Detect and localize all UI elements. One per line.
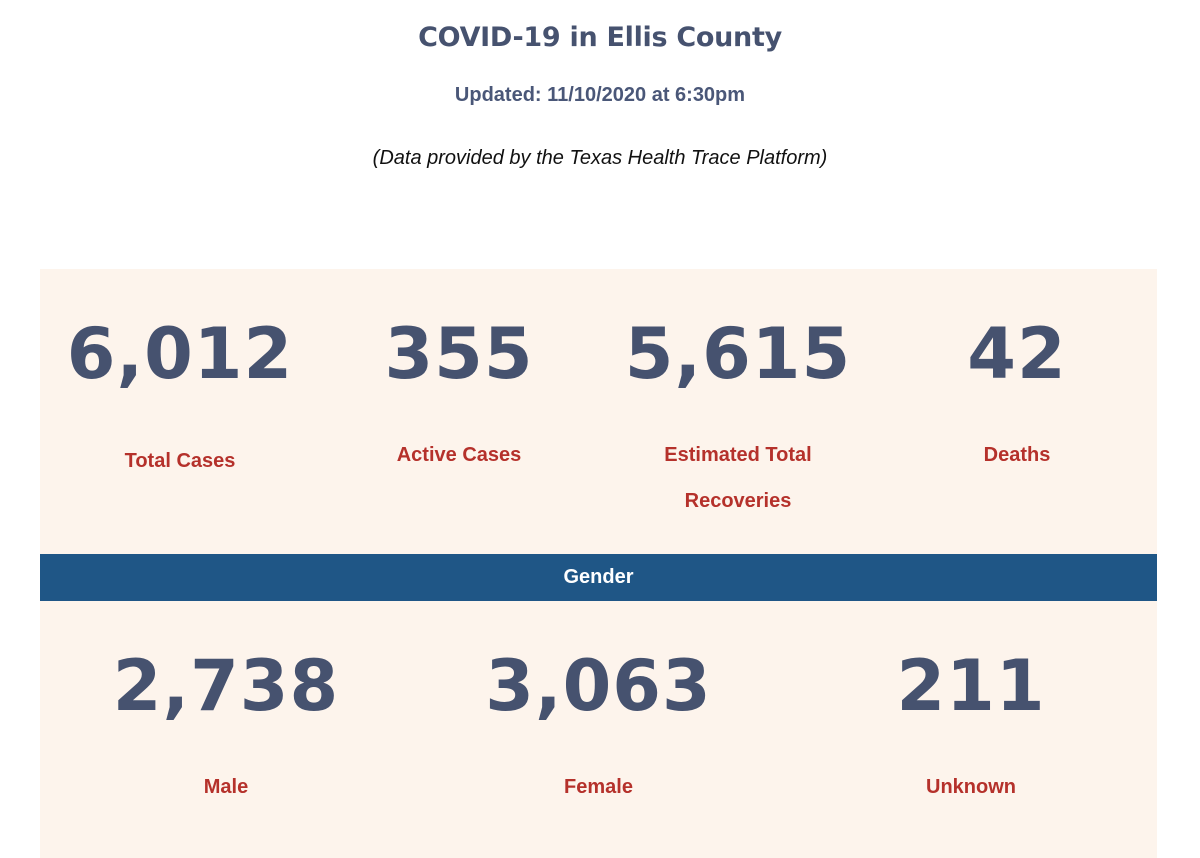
stat-active-cases: 355 Active Cases: [319, 269, 599, 554]
gender-heading-bar: Gender: [40, 554, 1157, 601]
male-label: Male: [203, 776, 249, 798]
deaths-label: Deaths: [983, 444, 1051, 466]
data-source-note: (Data provided by the Texas Health Trace…: [372, 147, 828, 169]
total-cases-value: 6,012: [66, 313, 294, 395]
gender-panel: 2,738 Male 3,063 Female 211 Unknown: [40, 601, 1157, 858]
stat-unknown: 211 Unknown: [785, 601, 1157, 858]
total-cases-label: Total Cases: [124, 450, 236, 472]
male-value: 2,738: [112, 645, 340, 727]
stat-total-cases: 6,012 Total Cases: [40, 269, 320, 554]
recoveries-label-line1: Estimated Total: [664, 444, 812, 466]
unknown-value: 211: [896, 645, 1046, 727]
female-value: 3,063: [485, 645, 712, 727]
gender-heading: Gender: [563, 566, 634, 588]
recoveries-value: 5,615: [624, 313, 852, 395]
active-cases-value: 355: [384, 313, 534, 395]
stat-male: 2,738 Male: [40, 601, 412, 858]
updated-timestamp: Updated: 11/10/2020 at 6:30pm: [454, 84, 746, 106]
stat-female: 3,063 Female: [412, 601, 785, 858]
female-label: Female: [564, 776, 633, 798]
stat-recoveries: 5,615 Estimated Total Recoveries: [598, 269, 878, 554]
unknown-label: Unknown: [926, 776, 1016, 798]
deaths-value: 42: [967, 313, 1067, 395]
stat-deaths: 42 Deaths: [877, 269, 1157, 554]
recoveries-label-line2: Recoveries: [684, 490, 792, 512]
summary-panel: 6,012 Total Cases 355 Active Cases 5,615…: [40, 269, 1157, 554]
page-title: COVID-19 in Ellis County: [418, 22, 782, 53]
active-cases-label: Active Cases: [396, 444, 522, 466]
